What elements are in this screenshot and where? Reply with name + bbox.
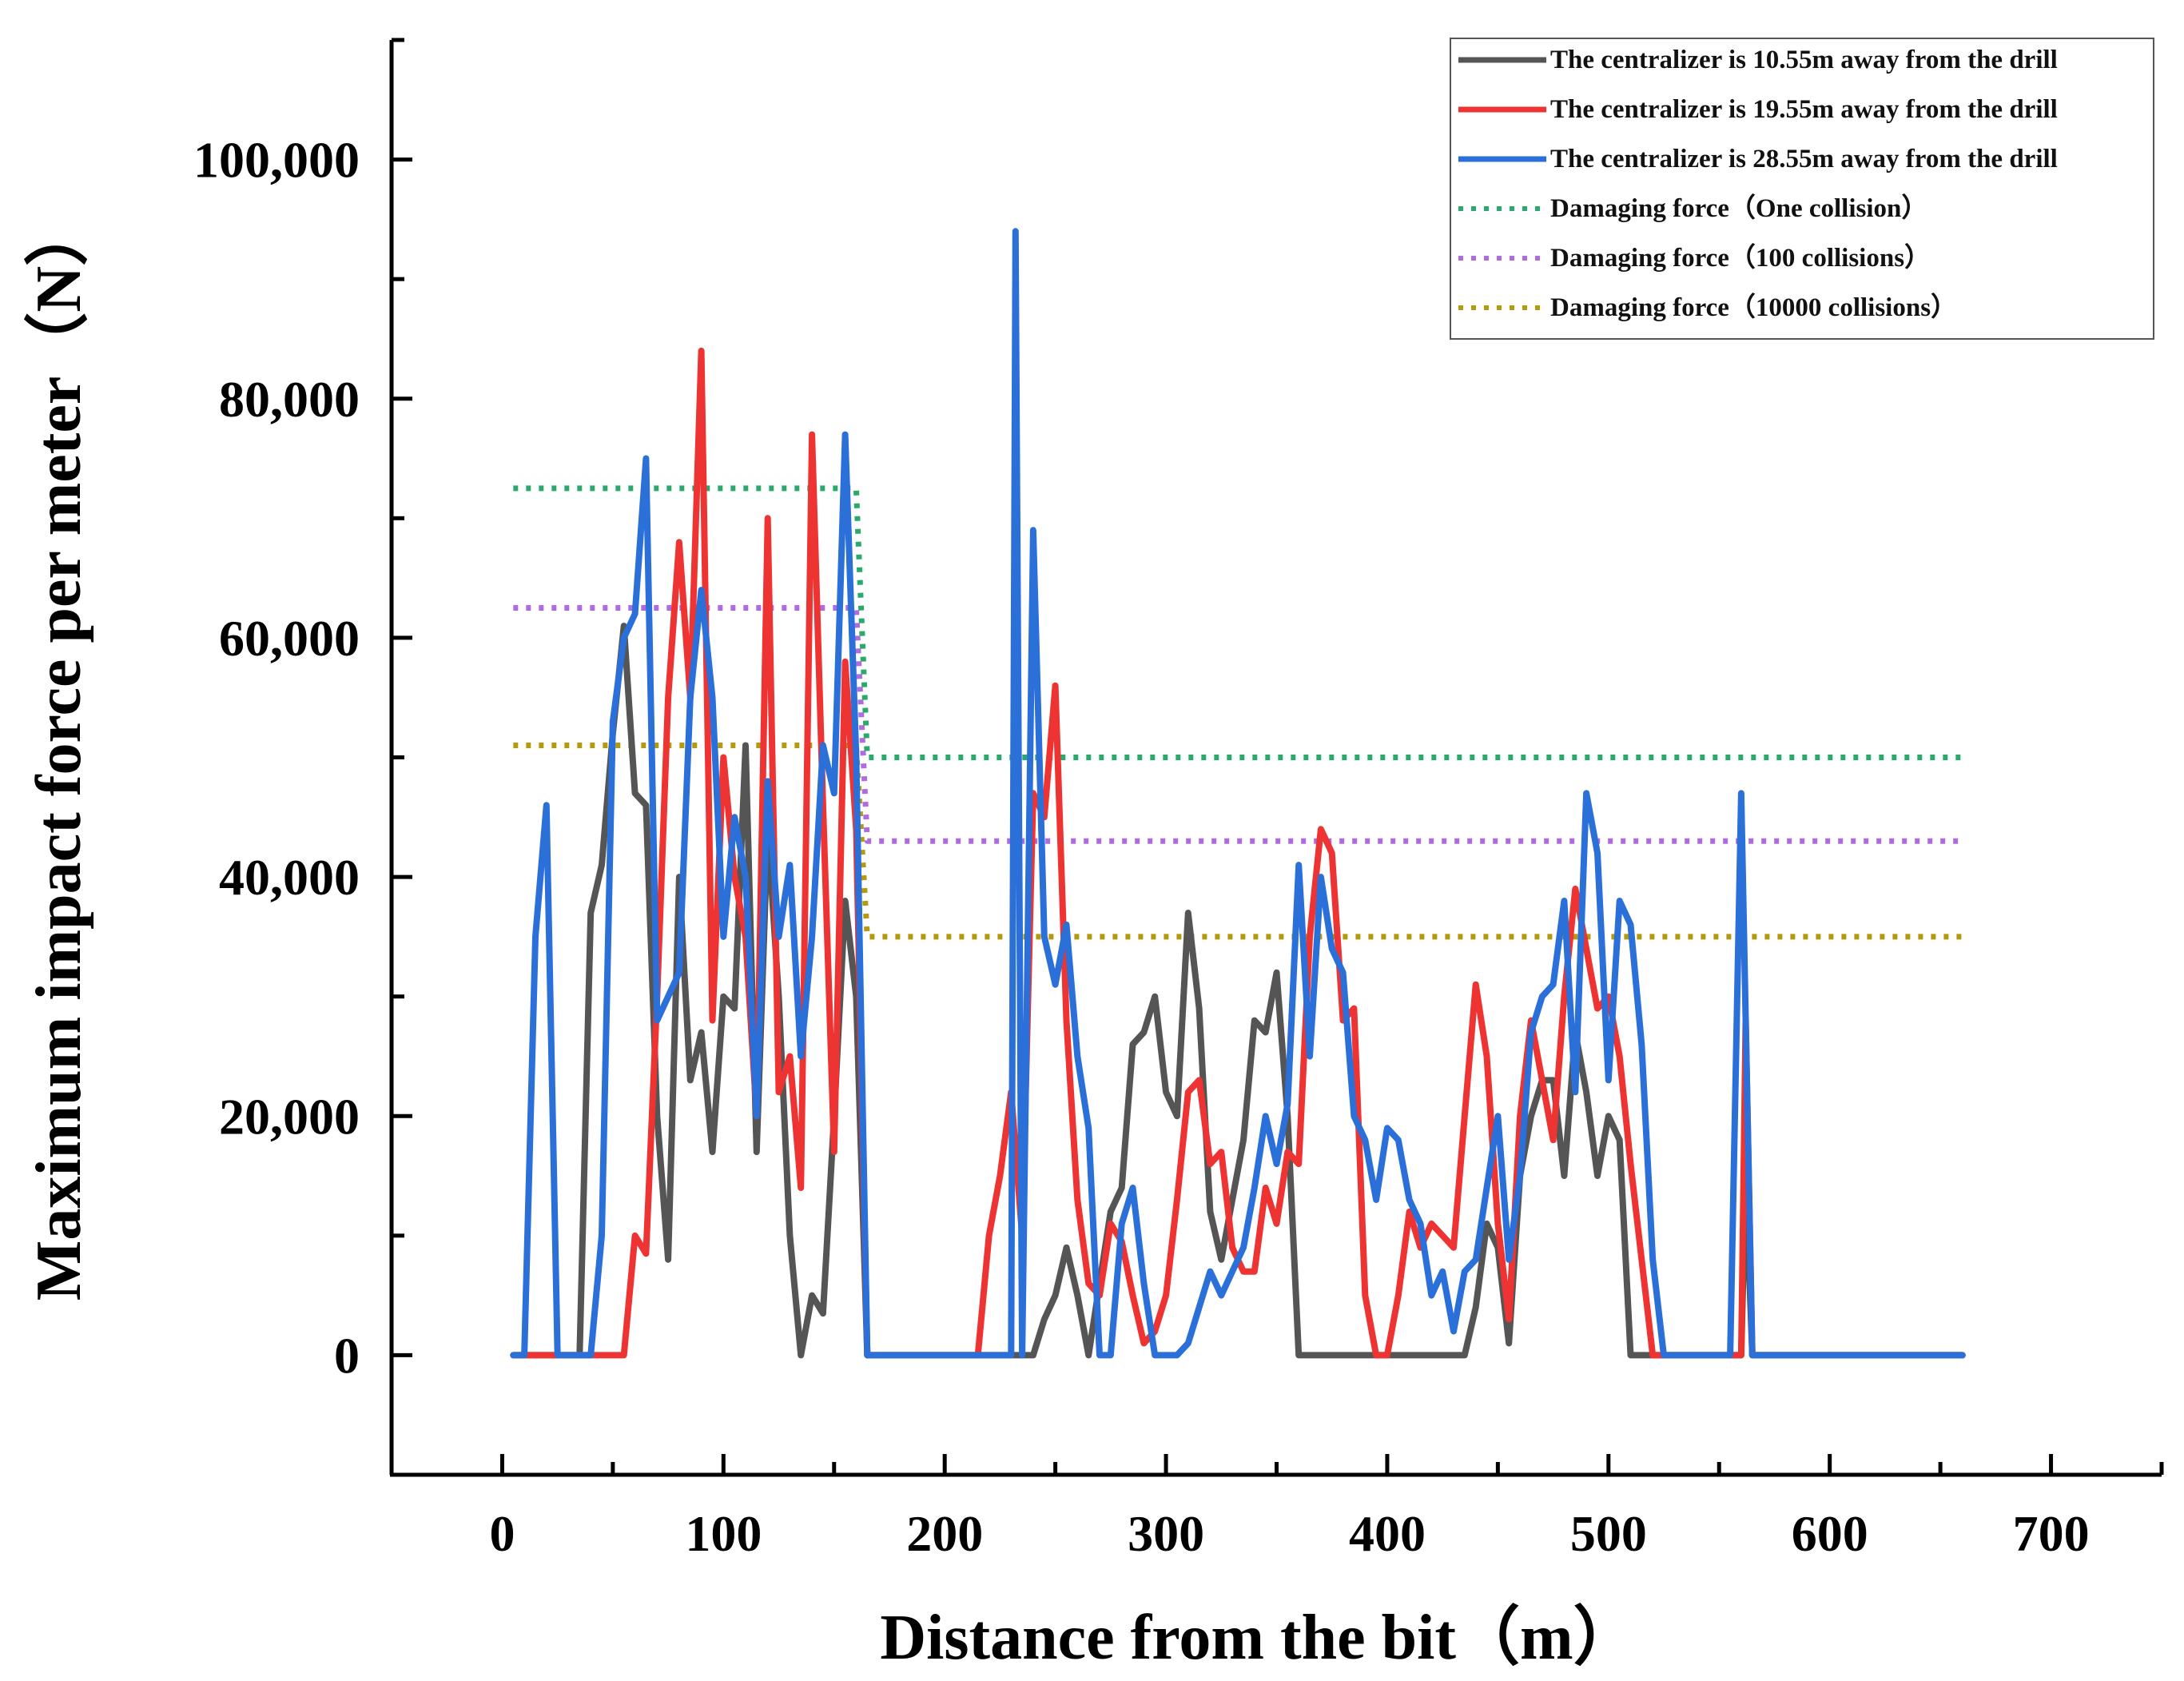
legend-label: Damaging force（One collision） (1550, 193, 1927, 223)
legend-label: The centralizer is 10.55m away from the … (1550, 46, 2058, 74)
y-tick-label: 100,000 (193, 132, 360, 189)
plot-lines (510, 228, 1966, 1359)
series-line-3 (510, 228, 1966, 1359)
y-tick-label: 60,000 (219, 610, 360, 667)
y-ticks: 0 20,000 40,000 60,000 80,000 100,000 (193, 38, 412, 1477)
x-tick-label: 200 (906, 1505, 983, 1562)
x-tick-label: 700 (2013, 1505, 2090, 1562)
x-tick-label: 500 (1570, 1505, 1647, 1562)
axes: 0 20,000 40,000 60,000 80,000 100,000 0 100 200… (193, 38, 2164, 1562)
x-ticks: 0 100 200 300 400 500 600 700 (389, 1454, 2164, 1562)
legend-label: Damaging force（10000 collisions） (1550, 293, 1957, 322)
series-line-4 (513, 485, 1963, 760)
x-tick-label: 400 (1349, 1505, 1426, 1562)
x-tick-label: 0 (489, 1505, 515, 1562)
y-axis-title: Maximum impact force per meter（N） (24, 202, 94, 1301)
series-line-6 (513, 743, 1963, 940)
x-tick-label: 100 (685, 1505, 762, 1562)
series-line-2 (510, 347, 1966, 1359)
x-axis-title: Distance from the bit（m） (880, 1603, 1637, 1673)
y-tick-label: 20,000 (219, 1088, 360, 1145)
legend-label: Damaging force（100 collisions） (1550, 243, 1931, 273)
legend-box (1450, 38, 2154, 340)
y-tick-label: 0 (334, 1327, 360, 1384)
legend-label: The centralizer is 28.55m away from the … (1550, 145, 2058, 173)
legend-items: The centralizer is 10.55m away from the … (1458, 46, 2058, 322)
x-tick-label: 300 (1128, 1505, 1204, 1562)
y-tick-label: 80,000 (219, 371, 360, 428)
legend-label: The centralizer is 19.55m away from the … (1550, 95, 2058, 124)
y-tick-label: 40,000 (219, 849, 360, 906)
x-tick-label: 600 (1792, 1505, 1868, 1562)
legend: The centralizer is 10.55m away from the … (1450, 38, 2154, 340)
